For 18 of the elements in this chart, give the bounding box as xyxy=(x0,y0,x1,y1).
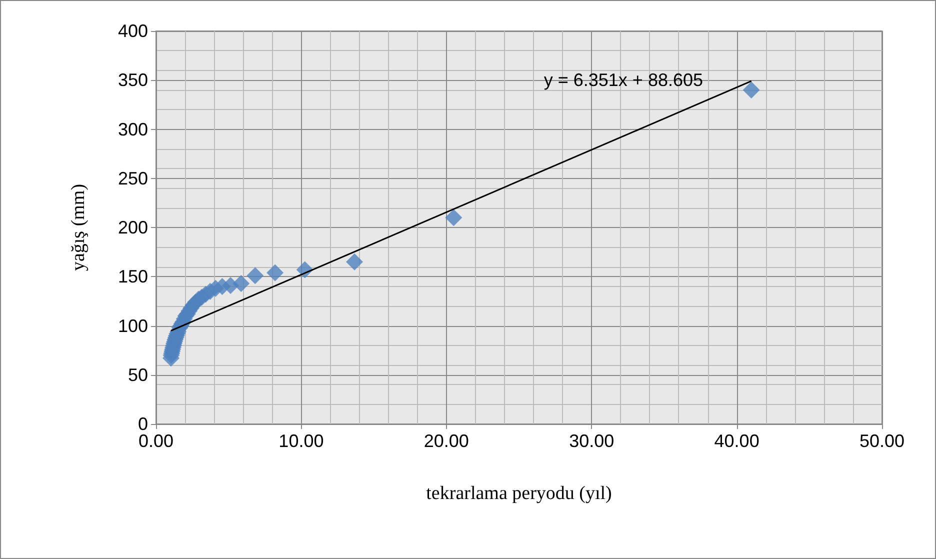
annotation: y = 6.351x + 88.605 xyxy=(544,70,704,90)
x-tick-label: 0.00 xyxy=(138,431,174,451)
x-tick-label: 40.00 xyxy=(714,431,760,451)
y-tick-label: 350 xyxy=(118,70,148,90)
y-axis-title: yağış (mm) xyxy=(68,184,89,272)
y-tick-label: 300 xyxy=(118,119,148,140)
x-tick-label: 30.00 xyxy=(569,431,614,451)
y-tick-label: 50 xyxy=(128,364,148,385)
y-tick-label: 250 xyxy=(118,168,148,188)
y-tick-label: 150 xyxy=(118,266,148,287)
x-tick-label: 10.00 xyxy=(278,431,324,451)
y-tick-label: 200 xyxy=(118,218,148,238)
x-axis-title: tekrarlama peryodu (yıl) xyxy=(426,483,612,504)
x-tick-label: 20.00 xyxy=(424,431,469,451)
y-tick-label: 100 xyxy=(118,316,148,336)
x-tick-label: 50.00 xyxy=(859,431,905,451)
y-tick-label: 400 xyxy=(118,21,148,41)
y-tick-label: 0 xyxy=(138,414,148,434)
